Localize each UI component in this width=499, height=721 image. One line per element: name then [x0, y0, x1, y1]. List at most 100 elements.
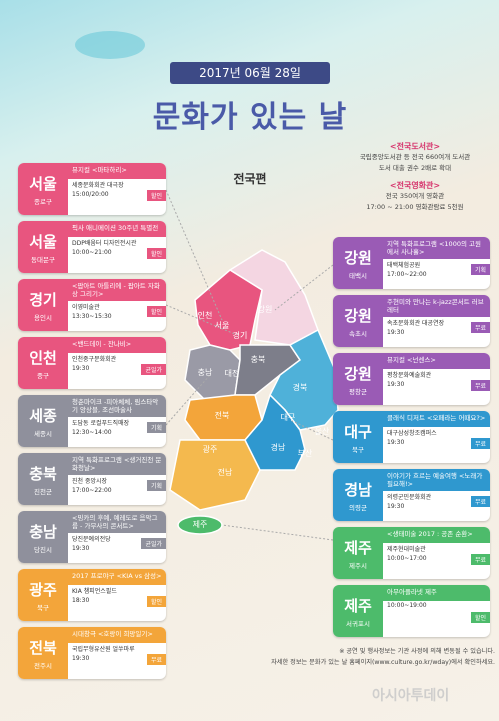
event-card: 강원 평창군 뮤지컬 <넌센스> 평창문화예술회관 19:30 무료	[333, 353, 490, 405]
event-tag: 균일가	[141, 364, 166, 375]
event-title: 아무아플라넷 제주	[383, 585, 490, 601]
region-name: 서울	[29, 174, 57, 193]
event-info: <밍카의 후예, 예레도로 음악그룹 - 가무사의 콘서트> 당진문예의전당 19:…	[68, 511, 166, 563]
event-info: 2017 프로야구 <KIA vs 삼성> KIA 챔피언스필드 18:30 할인	[68, 569, 166, 621]
event-tag: 무료	[470, 380, 490, 391]
event-venue: 속초문화회관 대공연장	[387, 320, 445, 327]
event-title: 주현미와 만나는 k-jazz콘서트 러브레터	[383, 295, 490, 317]
map-label: 울산	[315, 426, 330, 436]
event-info: 지역 특화프로그램 <1000의 고원에서 사나흘> 태백체험공원 17:00~22…	[383, 237, 490, 289]
event-time: 17:00~22:00	[387, 271, 427, 278]
event-info: 뮤지컬 <마타하리> 세종문화회관 대극장 15:00/20:00 할인	[68, 163, 166, 215]
event-card: 인천 중구 <밴드데이 - 잔나비> 인천중구문화회관 19:30 균일가	[18, 337, 166, 389]
event-tag: 할인	[470, 612, 490, 623]
event-title: <밍카의 후예, 예레도로 음악그룹 - 가무사의 콘서트>	[68, 511, 166, 533]
event-tag: 기획	[146, 480, 166, 491]
footer-note: ※ 공연 및 행사정보는 기관 사정에 의해 변동될 수 있습니다.	[339, 648, 495, 655]
event-info: 뮤지컬 <넌센스> 평창문화예술회관 19:30 무료	[383, 353, 490, 405]
event-venue: 태백체험공원	[387, 262, 421, 269]
event-time: 19:30	[387, 381, 405, 388]
region-block: 강원 속초시	[333, 295, 383, 347]
event-card: 충북 진천군 지역 특화프로그램 <생거진천 문화청날> 진천 중앙시장 17:00~2…	[18, 453, 166, 505]
map-label: 대구	[281, 413, 296, 422]
event-tag: 할인	[146, 190, 166, 201]
event-title: 지역 특화프로그램 <생거진천 문화청날>	[68, 453, 166, 475]
region-name: 강원	[344, 306, 372, 325]
district-name: 북구	[352, 445, 364, 454]
event-title: 픽사 애니메이션 30주년 특별전	[68, 221, 166, 237]
notice-heading: <전국도서관>	[389, 142, 441, 151]
event-card: 제주 서귀포시 아무아플라넷 제주 10:00~19:00 할인	[333, 585, 490, 637]
event-venue: DDP배움터 디자인전시관	[72, 240, 137, 247]
event-time: 10:00~21:00	[72, 249, 112, 256]
event-venue: 의령군민문화회관	[387, 494, 432, 501]
event-venue: 진천 중앙시장	[72, 478, 108, 485]
title: 문화가 있는 날	[152, 100, 348, 135]
event-time: 13:30~15:30	[72, 313, 112, 320]
district-name: 의령군	[349, 503, 367, 512]
event-card: 경남 의령군 이야기가 흐르는 예술여행 <노래가 필요해!> 의령군민문화회관 19:…	[333, 469, 490, 521]
district-name: 당진시	[34, 545, 52, 554]
map-label: 인천	[198, 310, 213, 320]
district-name: 제주시	[349, 561, 367, 570]
subtitle: 전국편	[233, 172, 267, 186]
event-info: 아무아플라넷 제주 10:00~19:00 할인	[383, 585, 490, 637]
district-name: 용인시	[34, 313, 52, 322]
event-tag: 기획	[470, 264, 490, 275]
region-name: 강원	[344, 248, 372, 267]
district-name: 태백시	[349, 271, 367, 280]
event-time: 19:30	[387, 503, 405, 510]
footer-info: 자세한 정보는 문화가 있는 날 홈페이지(www.culture.go.kr/…	[271, 659, 495, 666]
event-info: 이야기가 흐르는 예술여행 <노래가 필요해!> 의령군민문화회관 19:30 무료	[383, 469, 490, 521]
event-tag: 무료	[470, 496, 490, 507]
event-title: 클래식 디저트 <오페라는 어때요?>	[383, 411, 490, 427]
event-card: 광주 북구 2017 프로야구 <KIA vs 삼성> KIA 챔피언스필드 18:30…	[18, 569, 166, 621]
event-title: 지역 특화프로그램 <1000의 고원에서 사나흘>	[383, 237, 490, 259]
region-name: 경남	[344, 480, 372, 499]
map-label: 경남	[271, 442, 286, 452]
event-title: <밴드데이 - 잔나비>	[68, 337, 166, 353]
watermark: 아시아투데이	[372, 688, 450, 704]
event-title: 2017 프로야구 <KIA vs 삼성>	[68, 569, 166, 585]
region-block: 세종 세종시	[18, 395, 68, 447]
notice-line: 전국 350여개 영화관	[385, 192, 445, 200]
region-name: 전북	[29, 638, 57, 657]
district-name: 종로구	[34, 197, 52, 206]
map-label: 대전	[225, 368, 240, 378]
event-card: 대구 북구 클래식 디저트 <오페라는 어때요?> 대구삼성창조캠퍼스 19:30 무료	[333, 411, 490, 463]
date-banner: 2017년 06월 28일	[170, 62, 330, 84]
map-label: 광주	[203, 444, 218, 454]
event-info: 픽사 애니메이션 30주년 특별전 DDP배움터 디자인전시관 10:00~21:0…	[68, 221, 166, 273]
event-time: 10:00~17:00	[387, 555, 427, 562]
region-block: 대구 북구	[333, 411, 383, 463]
region-block: 충북 진천군	[18, 453, 68, 505]
event-venue: 당진문예의전당	[72, 536, 111, 543]
region-name: 경기	[29, 290, 57, 309]
event-venue: 세종문화회관 대극장	[72, 182, 124, 189]
event-card: 세종 세종시 청춘마이크 -피아체체, 림스타악기 앙상블, 조선마술사 도담동 로컬…	[18, 395, 166, 447]
map-label: 경북	[293, 382, 308, 392]
event-time: 19:30	[387, 329, 405, 336]
map-label: 제주	[193, 520, 208, 529]
map-label: 강원	[258, 304, 273, 314]
event-time: 10:00~19:00	[387, 602, 427, 609]
event-title: <팝아트 아틀리에 - 팝아트 자화상 그리기>	[68, 279, 166, 301]
notice-heading: <전국영화관>	[389, 181, 441, 190]
event-info: 클래식 디저트 <오페라는 어때요?> 대구삼성창조캠퍼스 19:30 무료	[383, 411, 490, 463]
region-block: 전북 전주시	[18, 627, 68, 679]
district-name: 북구	[37, 603, 49, 612]
event-tag: 기획	[146, 422, 166, 433]
event-tag: 무료	[470, 438, 490, 449]
region-name: 강원	[344, 364, 372, 383]
event-venue: KIA 챔피언스필드	[72, 588, 117, 595]
event-time: 17:00~22:00	[72, 487, 112, 494]
event-venue: 대구삼성창조캠퍼스	[387, 430, 437, 437]
event-venue: 인천중구문화회관	[72, 356, 117, 363]
event-venue: 제주현대미술관	[387, 546, 426, 553]
map-label: 전북	[215, 410, 230, 420]
map-label: 충남	[198, 368, 213, 377]
event-time: 12:30~14:00	[72, 429, 112, 436]
